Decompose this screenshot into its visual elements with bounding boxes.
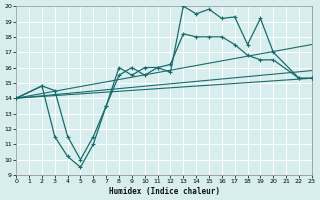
X-axis label: Humidex (Indice chaleur): Humidex (Indice chaleur) bbox=[108, 187, 220, 196]
